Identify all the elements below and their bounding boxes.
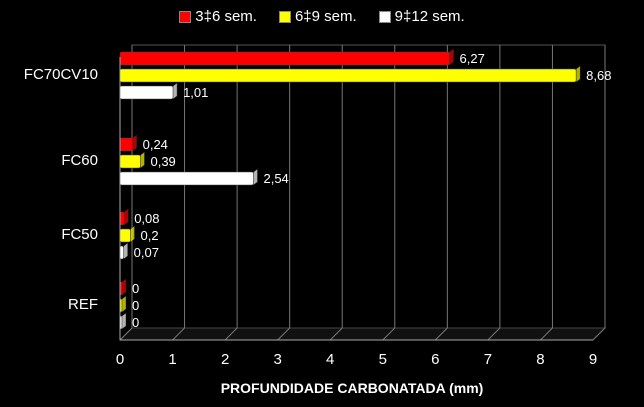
bar-end-cap [121,278,127,296]
plot-floor [118,327,607,341]
data-label: 0,08 [134,211,159,226]
x-tick-label: 4 [326,351,334,368]
legend-label-series-3: 9‡12 sem. [394,8,465,25]
legend-item-series-1: 3‡6 sem. [179,8,257,25]
data-label: 0,2 [141,228,159,243]
x-tick-label: 8 [536,351,544,368]
data-label: 0 [132,298,139,313]
data-label: 0 [132,281,139,296]
gridline-floor [172,327,185,341]
bar [119,51,450,66]
bar-end-cap [449,48,454,66]
bar-end-cap [140,151,145,169]
bar [119,85,174,100]
bar-end-cap [172,82,178,100]
data-labels-layer: 6,27 8,68 1,01 0,24 0,39 2,54 0,08 0,2 0,07 0 0 0 [132,51,611,330]
data-label: 6,27 [460,51,485,66]
legend-item-series-2: 6‡9 sem. [278,8,357,25]
legend-label-series-2: 6‡9 sem. [294,8,357,25]
bar-end-cap [130,225,135,243]
legend-label-series-1: 3‡6 sem. [195,8,257,25]
bar-end-cap [123,242,128,260]
y-category-label: REF [68,296,98,313]
bar [119,171,254,186]
y-category-label: FC70CV10 [24,66,98,83]
bar-end-cap [253,168,258,186]
gridline-floor [592,327,606,341]
legend-swatch-series-2 [278,10,291,23]
gridline-floor [382,327,396,341]
data-label: 8,68 [586,68,611,83]
bar [119,245,124,260]
gridline-floor [540,327,553,341]
grid-lines [119,45,606,341]
bar-end-cap [575,65,581,83]
y-category-label: FC60 [61,152,98,169]
x-tick-label: 6 [431,351,439,368]
legend-swatch-series-3 [378,10,391,23]
bar [119,154,141,169]
gridline-floor [434,327,448,341]
bar [119,228,131,243]
legend-item-series-3: 9‡12 sem. [378,8,465,25]
bar-end-cap [121,312,127,330]
bar [119,137,133,152]
x-tick-label: 3 [273,351,281,368]
data-label: 0,39 [150,154,175,169]
bar-end-cap [132,134,137,152]
bar [119,68,577,83]
data-label: 0,24 [143,137,168,152]
data-label: 1,01 [183,85,208,100]
bar-end-cap [123,208,129,226]
legend-swatch-series-1 [179,10,192,23]
data-label: 2,54 [263,171,288,186]
x-tick-label: 2 [221,351,229,368]
gridline-floor [487,327,501,341]
gridline-floor [119,327,133,341]
axes-layer: 0 1 2 3 4 5 6 7 8 9 FC70CV10 FC60 FC50 REF [24,57,597,368]
x-tick-label: 1 [168,351,176,368]
x-tick-label: 9 [589,351,597,368]
x-tick-label: 5 [379,351,387,368]
chart-legend: 3‡6 sem. 6‡9 sem. 9‡12 sem. [0,8,644,25]
gridline-floor [224,327,238,341]
bar-end-cap [121,295,127,313]
data-label: 0 [132,315,139,330]
y-category-label: FC50 [61,226,98,243]
bar [119,211,125,226]
x-axis-title: PROFUNDIDADE CARBONATADA (mm) [221,380,484,396]
x-tick-label: 7 [484,351,492,368]
gridline-floor [277,327,291,341]
x-tick-label: 0 [116,351,124,368]
data-label: 0,07 [134,245,159,260]
gridline-floor [329,327,343,341]
